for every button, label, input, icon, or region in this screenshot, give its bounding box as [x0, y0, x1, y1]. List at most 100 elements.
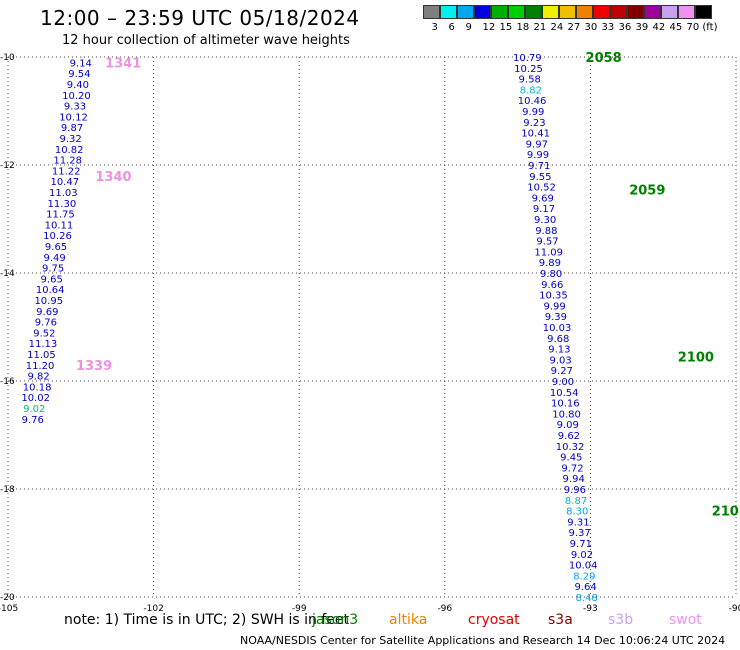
scale-label: 30: [584, 22, 598, 33]
wave-height-value: 11.22: [52, 166, 81, 177]
wave-height-value: 9.03: [549, 355, 571, 366]
wave-height-value: 10.26: [43, 231, 72, 242]
wave-height-value: 9.82: [27, 372, 49, 383]
wave-height-value: 10.35: [539, 291, 568, 302]
wave-height-value: 10.82: [55, 145, 84, 156]
wave-height-value: 9.31: [567, 517, 589, 528]
satellite-legend-item: altika: [389, 612, 428, 628]
wave-height-value: 9.02: [23, 404, 45, 415]
wave-height-value: 9.52: [33, 328, 55, 339]
satellite-legend-item: cryosat: [468, 612, 520, 628]
wave-height-value: 9.76: [22, 415, 44, 426]
scale-label: 24: [550, 22, 564, 33]
satellite-legend-item: swot: [669, 612, 702, 628]
wave-height-value: 9.58: [519, 75, 541, 86]
latitude-tick-label: -16: [0, 377, 15, 387]
wave-height-value: 10.52: [527, 183, 556, 194]
wave-height-value: 9.97: [526, 139, 548, 150]
longitude-tick-label: -96: [437, 604, 452, 614]
scale-swatch: [542, 5, 559, 19]
wave-height-value: 10.02: [21, 393, 50, 404]
longitude-tick-label: -99: [292, 604, 307, 614]
wave-height-value: 9.40: [67, 80, 89, 91]
wave-height-value: 10.32: [556, 442, 585, 453]
wave-height-value: 10.25: [514, 64, 543, 75]
longitude-tick-label: -102: [143, 604, 163, 614]
scale-label: 18: [516, 22, 530, 33]
wave-height-value: 11.03: [49, 188, 78, 199]
scale-label: 3: [431, 22, 438, 33]
wave-height-value: 9.96: [564, 485, 586, 496]
scale-label: 6: [448, 22, 455, 33]
pass-time-label: 1341: [105, 56, 141, 71]
wave-height-value: 9.88: [535, 226, 557, 237]
map-title: 12:00 – 23:59 UTC 05/18/2024: [40, 6, 360, 30]
wave-height-value: 10.64: [36, 285, 65, 296]
wave-height-value: 11.75: [46, 210, 75, 221]
wave-height-value: 9.87: [61, 123, 83, 134]
scale-label: 21: [533, 22, 547, 33]
longitude-tick-label: -90: [729, 604, 740, 614]
scale-label: 42: [652, 22, 666, 33]
wave-height-value: 9.32: [59, 134, 81, 145]
pass-time-label: 2100: [678, 351, 714, 366]
wave-height-value: 9.23: [523, 118, 545, 129]
wave-height-value: 10.79: [513, 53, 542, 64]
wave-height-value: 9.09: [557, 420, 579, 431]
wave-height-value: 9.13: [548, 345, 570, 356]
wave-height-value: 8.29: [573, 571, 595, 582]
wave-height-value: 9.71: [528, 161, 550, 172]
wave-height-value: 9.54: [68, 69, 90, 80]
wave-height-value: 9.80: [540, 269, 562, 280]
scale-label: 12: [482, 22, 496, 33]
scale-label: 36: [618, 22, 632, 33]
latitude-tick-label: -10: [0, 53, 15, 63]
wave-height-value: 10.11: [45, 220, 74, 231]
latitude-tick-label: -12: [0, 161, 15, 171]
scale-swatch: [610, 5, 627, 19]
wave-height-value: 9.45: [560, 453, 582, 464]
wave-height-value: 9.02: [571, 550, 593, 561]
scale-swatch: [457, 5, 474, 19]
wave-height-value: 9.89: [539, 258, 561, 269]
wave-height-value: 9.33: [64, 102, 86, 113]
pass-time-label: 2059: [629, 183, 665, 198]
wave-height-value: 8.82: [520, 85, 542, 96]
scale-label: 33: [601, 22, 615, 33]
wave-height-value: 9.39: [545, 312, 567, 323]
wave-height-value: 9.14: [70, 58, 92, 69]
scale-swatch: [508, 5, 525, 19]
scale-swatch: [678, 5, 695, 19]
wave-height-value: 9.00: [552, 377, 574, 388]
wave-height-value: 9.99: [544, 301, 566, 312]
wave-height-value: 10.16: [551, 399, 580, 410]
map-subtitle: 12 hour collection of altimeter wave hei…: [62, 33, 350, 48]
wave-height-value: 8.48: [576, 593, 598, 604]
wave-height-value: 8.87: [565, 496, 587, 507]
wave-height-value: 10.20: [62, 91, 91, 102]
wave-height-value: 9.65: [41, 274, 63, 285]
wave-height-value: 11.05: [27, 350, 56, 361]
wave-height-value: 11.13: [29, 339, 58, 350]
scale-label: 45: [669, 22, 683, 33]
pass-time-label: 2101: [712, 505, 740, 520]
scale-swatch: [576, 5, 593, 19]
wave-height-value: 11.30: [48, 199, 77, 210]
wave-height-value: 10.80: [552, 409, 581, 420]
wave-height-value: 9.69: [532, 193, 554, 204]
scale-swatch: [491, 5, 508, 19]
satellite-legend-item: s3a: [548, 612, 573, 628]
wave-height-value: 9.69: [36, 307, 58, 318]
wave-height-value: 9.49: [43, 253, 65, 264]
pass-time-label: 2058: [586, 51, 622, 66]
scale-swatch: [474, 5, 491, 19]
latitude-tick-label: -20: [0, 593, 15, 603]
wave-height-value: 9.99: [522, 107, 544, 118]
wave-height-value: 10.47: [50, 177, 79, 188]
wave-height-value: 9.71: [570, 539, 592, 550]
wave-height-value: 11.20: [26, 361, 55, 372]
pass-time-label: 1339: [76, 359, 112, 374]
latitude-tick-label: -18: [0, 485, 15, 495]
satellite-legend-item: s3b: [608, 612, 634, 628]
